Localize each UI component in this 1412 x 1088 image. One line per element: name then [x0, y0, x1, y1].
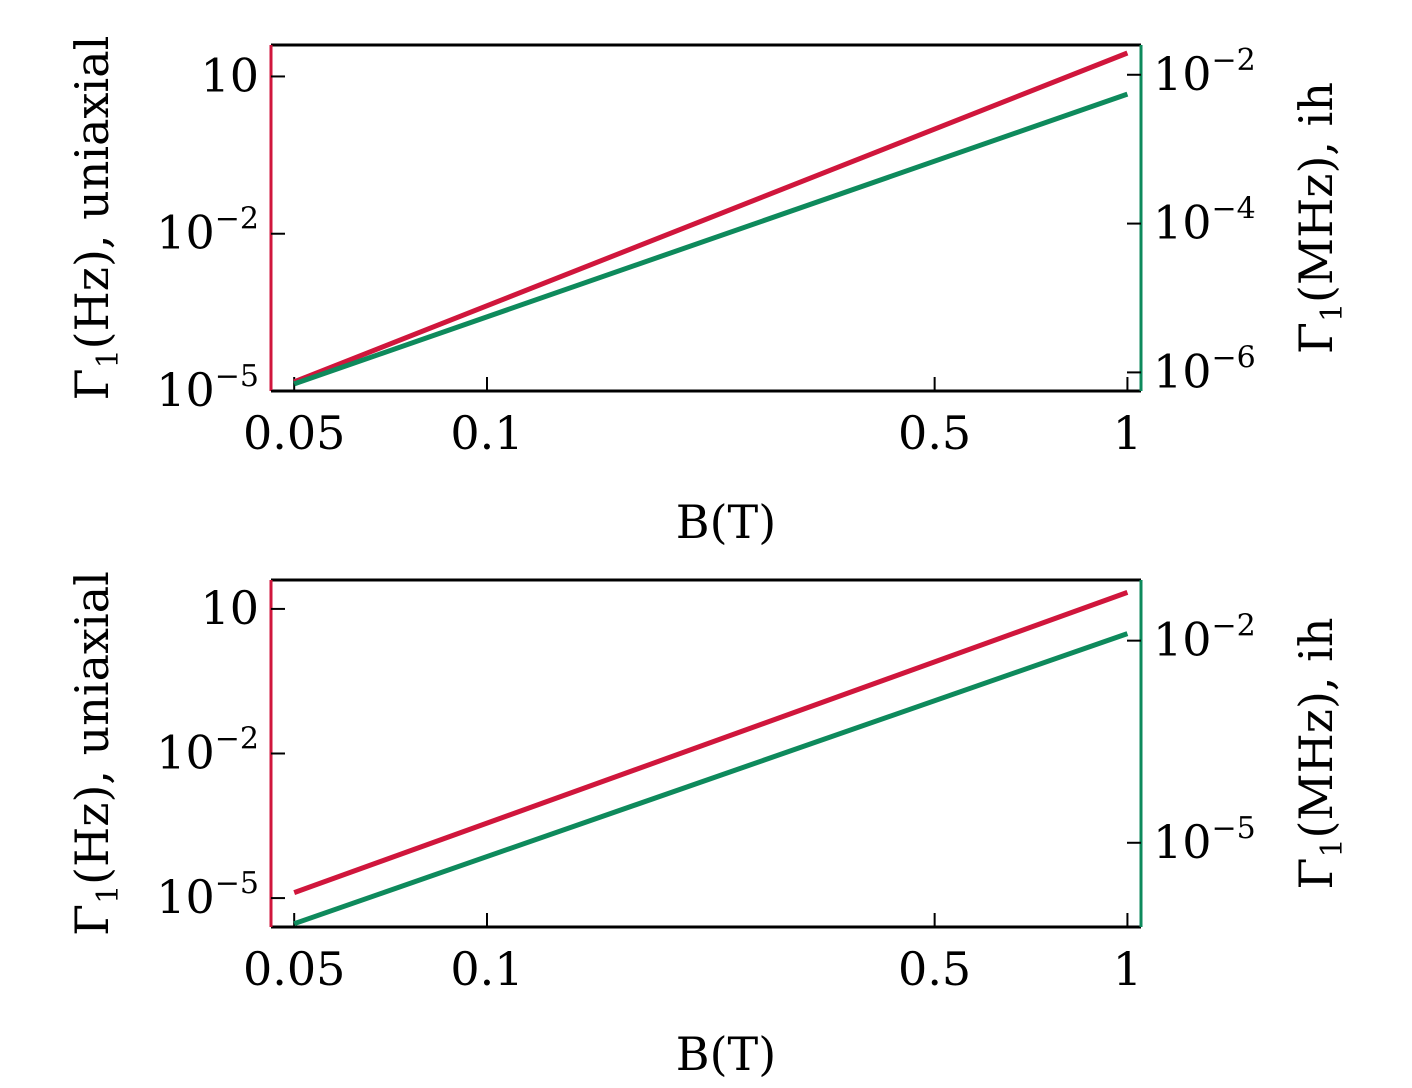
chart-panel-top: 0.05 0.1 0.5 1 10 10−2 10−5 10−2 10−4 10−6 B(T) Γ1(…: [65, 36, 1350, 549]
y-right-tick-label: 10−2: [1153, 609, 1256, 667]
x-tick-label: 0.5: [898, 942, 971, 996]
y-axis-right-title: Γ1(MHz), ih: [1289, 618, 1350, 890]
y-right-tick-label: 10−5: [1153, 811, 1256, 869]
x-tick-label: 0.05: [243, 406, 345, 460]
y-left-tick-label: 10: [200, 48, 259, 102]
x-tick-label: 1: [1113, 942, 1142, 996]
series-line-ih: [293, 91, 1129, 387]
x-tick-label: 1: [1113, 406, 1142, 460]
series-line-ih: [293, 631, 1129, 927]
x-tick-label: 0.1: [450, 942, 523, 996]
x-axis-title: B(T): [676, 1027, 776, 1081]
x-axis-title: B(T): [676, 495, 776, 549]
y-left-tick-label: 10−2: [156, 202, 259, 260]
y-right-tick-label: 10−6: [1153, 340, 1256, 398]
y-right-tick-label: 10−4: [1153, 192, 1256, 250]
y-left-tick-label: 10−2: [156, 722, 259, 780]
chart-panel-bottom: 0.05 0.1 0.5 1 10 10−2 10−5 10−2 10−5 B(T) Γ1(Hz),…: [65, 571, 1350, 1081]
y-axis-right-title: Γ1(MHz), ih: [1289, 82, 1350, 354]
x-tick-label: 0.05: [243, 942, 345, 996]
y-axis-left-title: Γ1(Hz), uniaxial: [65, 571, 126, 936]
x-tick-label: 0.5: [898, 406, 971, 460]
y-axis-left-title: Γ1(Hz), uniaxial: [65, 36, 126, 401]
y-left-tick-label: 10: [200, 581, 259, 635]
x-tick-label: 0.1: [450, 406, 523, 460]
series-line-uniaxial: [293, 50, 1129, 385]
y-left-tick-label: 10−5: [156, 866, 259, 924]
y-right-tick-label: 10−2: [1153, 43, 1256, 101]
series-line-uniaxial: [293, 590, 1129, 895]
y-left-tick-label: 10−5: [156, 359, 259, 417]
